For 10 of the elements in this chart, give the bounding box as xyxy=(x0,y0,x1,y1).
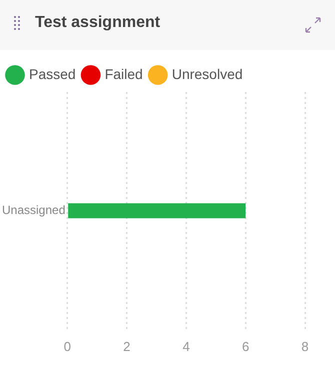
x-tick-label: 6 xyxy=(242,338,250,354)
x-tick-label: 2 xyxy=(123,338,130,354)
y-tick-label: Unassigned xyxy=(2,203,66,218)
legend-label: Failed xyxy=(104,66,143,82)
legend-label: Unresolved xyxy=(172,66,243,82)
x-tick-label: 4 xyxy=(182,338,190,354)
chart-title: Test assignment xyxy=(35,14,160,32)
x-tick-label: 0 xyxy=(64,338,71,354)
legend-label: Passed xyxy=(29,66,76,82)
x-tick-label: 8 xyxy=(301,338,309,354)
